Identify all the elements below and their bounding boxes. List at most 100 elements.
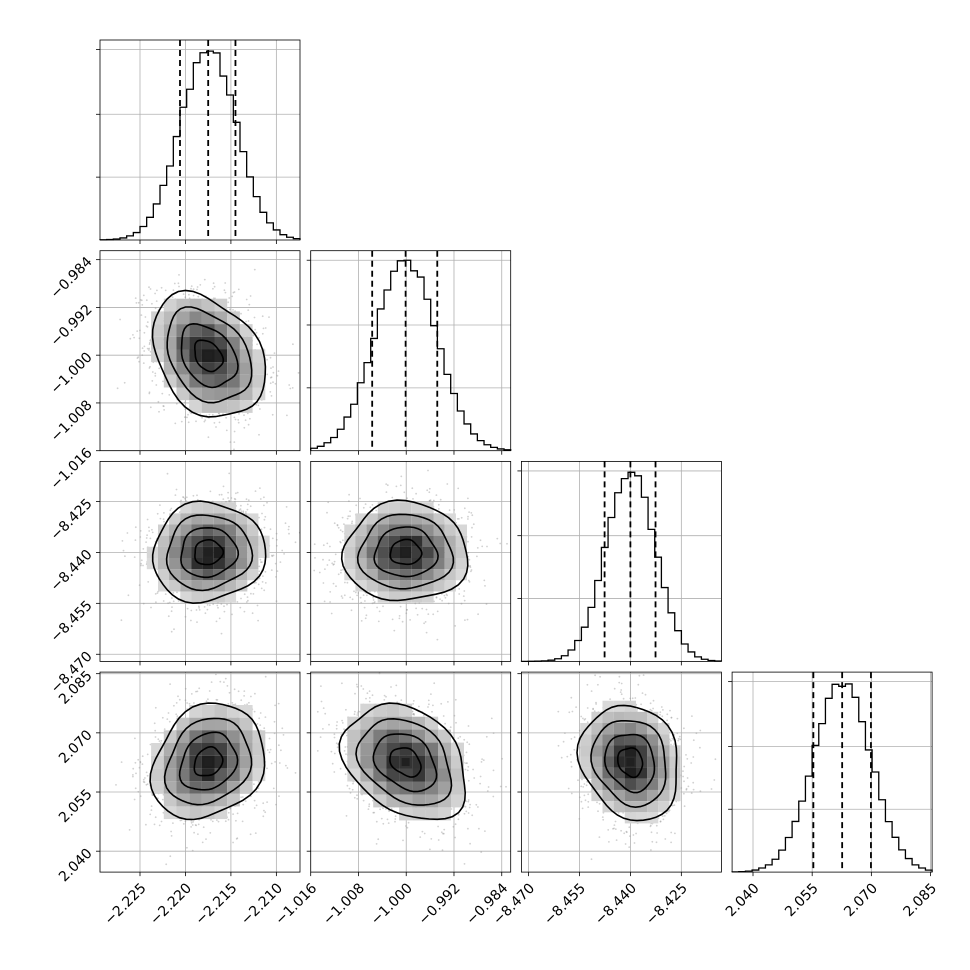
sample-point — [436, 638, 439, 641]
contour-level-2 — [590, 720, 667, 809]
sample-point — [452, 825, 455, 828]
sample-point — [343, 728, 345, 730]
density-cell — [355, 569, 367, 581]
sample-point — [423, 832, 426, 835]
sample-point — [427, 469, 429, 472]
sample-point — [327, 501, 330, 504]
sample-point — [466, 762, 468, 764]
density-cell — [377, 580, 389, 592]
sample-point — [710, 788, 713, 790]
density-cell — [422, 524, 434, 536]
density-cell — [613, 789, 625, 802]
sample-point — [151, 302, 153, 305]
density-cell — [189, 743, 202, 756]
sample-point — [380, 817, 383, 820]
sample-point — [178, 511, 181, 514]
sample-point — [247, 320, 250, 322]
sample-point — [259, 558, 262, 561]
density-cell — [169, 513, 181, 525]
sample-point — [335, 742, 338, 745]
x-tick-label-2-1: −8.455 — [541, 880, 589, 928]
sample-point — [373, 602, 375, 604]
density-cell — [412, 742, 426, 756]
density-cell — [176, 806, 190, 820]
density-cell — [366, 546, 378, 558]
sample-point — [399, 484, 402, 487]
sample-point — [132, 774, 134, 776]
sample-point — [575, 706, 577, 708]
sample-point — [215, 620, 218, 623]
sample-point — [467, 800, 470, 803]
density-cell — [438, 729, 451, 743]
sample-point — [171, 597, 173, 599]
contour-level-3 — [151, 500, 267, 605]
density-cell — [151, 755, 164, 769]
sample-point — [279, 561, 282, 563]
sample-point — [161, 392, 164, 395]
sample-point — [592, 707, 594, 710]
sample-point — [184, 416, 186, 418]
sample-point — [151, 371, 154, 373]
peak-marker — [626, 758, 635, 767]
sample-point — [406, 826, 409, 829]
density-cell — [425, 768, 439, 782]
sample-point — [139, 299, 142, 301]
density-cell — [422, 558, 434, 570]
sample-point — [242, 803, 245, 806]
sample-point — [258, 516, 260, 519]
density-cell — [400, 524, 412, 536]
sample-point — [163, 512, 165, 514]
density-cell — [444, 524, 456, 536]
sample-point — [216, 604, 219, 607]
sample-point — [146, 347, 149, 350]
sample-point — [220, 632, 223, 635]
sample-point — [141, 304, 144, 306]
sample-point — [172, 600, 175, 603]
sample-point — [699, 746, 701, 749]
sample-point — [278, 762, 281, 764]
sample-point — [275, 544, 278, 547]
sample-point — [351, 520, 354, 523]
density-cell — [647, 778, 659, 790]
sample-point — [167, 602, 170, 605]
density-cell — [163, 730, 177, 743]
sample-point — [246, 596, 249, 598]
sample-point — [458, 588, 461, 590]
sample-point — [428, 487, 431, 490]
sample-point — [245, 511, 247, 513]
sample-point — [326, 564, 329, 566]
sample-point — [240, 699, 243, 702]
sample-point — [403, 491, 406, 494]
density-cell — [214, 793, 228, 807]
y-tick-label-3-2: 2.070 — [56, 727, 96, 767]
sample-point — [341, 719, 343, 722]
sample-point — [447, 602, 450, 605]
sample-point — [286, 414, 288, 417]
sample-point — [322, 707, 325, 709]
density-cell — [613, 801, 625, 813]
sample-point — [259, 724, 262, 726]
sample-point — [184, 615, 187, 618]
sample-point — [142, 564, 144, 567]
sample-point — [184, 408, 187, 411]
sample-point — [409, 619, 411, 621]
sample-point — [642, 674, 645, 676]
sample-point — [318, 571, 321, 574]
sample-point — [328, 723, 330, 726]
density-cell — [214, 349, 228, 363]
sample-point — [148, 341, 151, 344]
histogram-steps — [99, 50, 301, 241]
sample-point — [587, 806, 590, 808]
sample-point — [259, 712, 262, 714]
sample-point — [120, 761, 123, 763]
sample-point — [437, 839, 440, 841]
sample-point — [638, 674, 641, 677]
sample-point — [629, 835, 631, 837]
sample-point — [255, 581, 257, 584]
panel-frame — [310, 460, 512, 662]
sample-point — [139, 795, 142, 798]
sample-point — [146, 326, 149, 328]
density-cell — [239, 730, 253, 743]
sample-point — [233, 688, 236, 691]
sample-point — [142, 294, 145, 297]
